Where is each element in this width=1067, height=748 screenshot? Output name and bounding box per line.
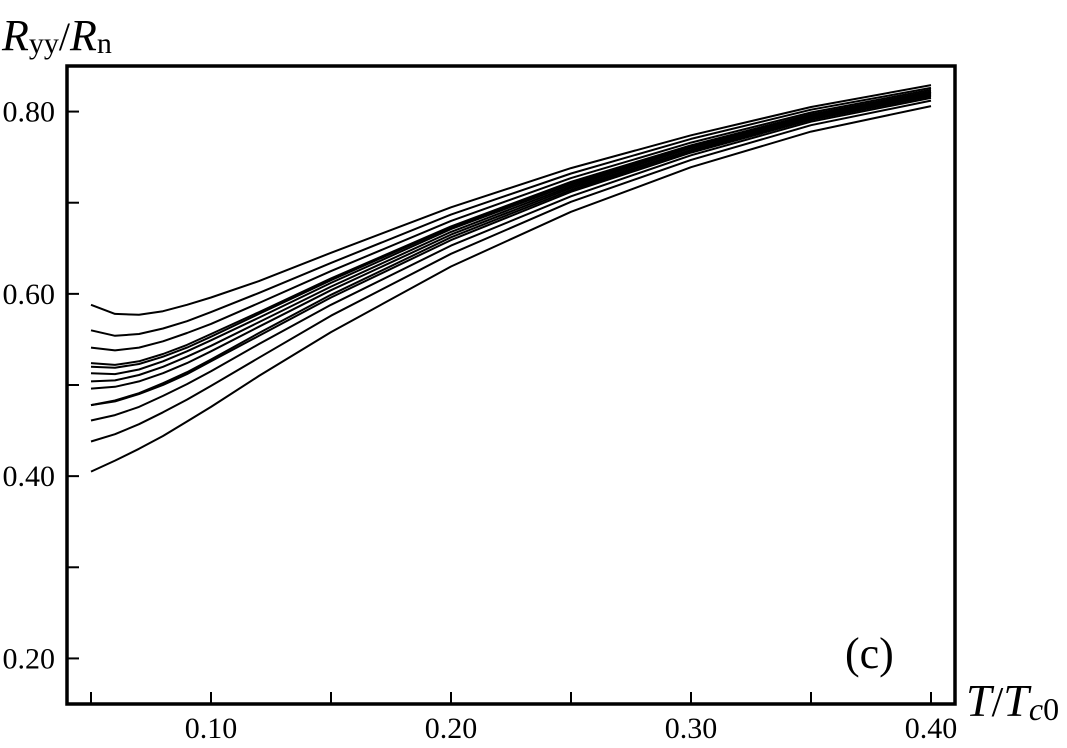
x-label-sub-0: 0 — [1043, 691, 1059, 727]
y-tick-label: 0.20 — [3, 642, 56, 675]
x-label-sym: T — [1003, 675, 1032, 726]
y-label-main: R — [1, 11, 29, 60]
series-line-6 — [90, 92, 932, 383]
y-label-sub2: n — [97, 27, 112, 60]
y-label-main2: R — [69, 11, 97, 60]
series-line-2 — [90, 86, 932, 337]
x-tick-label: 0.30 — [665, 712, 718, 745]
series-line-8 — [90, 95, 932, 407]
x-tick-label: 0.40 — [905, 712, 958, 745]
panel-annotation: (c) — [845, 629, 894, 678]
x-label-sub-c: c — [1029, 691, 1043, 727]
y-tick-label: 0.40 — [3, 460, 56, 493]
y-axis-label: Ryy/Rn — [1, 11, 112, 60]
y-label-sub: yy — [29, 27, 59, 60]
series-line-13 — [90, 90, 932, 369]
series-line-3 — [90, 88, 932, 352]
y-tick-label: 0.60 — [3, 278, 56, 311]
series-line-11 — [90, 105, 932, 473]
ticks-group — [67, 110, 932, 704]
plot-frame — [65, 64, 957, 706]
x-label-main: T — [966, 675, 995, 726]
x-tick-label: 0.10 — [185, 712, 238, 745]
y-tick-label: 0.80 — [3, 96, 56, 129]
series-line-9 — [90, 96, 932, 422]
series-line-1 — [90, 84, 932, 316]
series-line-7 — [90, 93, 932, 390]
tick-labels: 0.10 0.20 0.30 0.40 0.20 0.40 0.60 0.80 — [3, 96, 958, 745]
series-group — [90, 84, 932, 473]
x-axis-label: T/Tc0 — [966, 675, 1059, 727]
x-label-sep: / — [992, 680, 1004, 726]
x-tick-label: 0.20 — [425, 712, 478, 745]
y-label-sep: / — [59, 14, 71, 59]
series-line-10 — [90, 99, 932, 443]
series-line-12 — [90, 94, 932, 407]
